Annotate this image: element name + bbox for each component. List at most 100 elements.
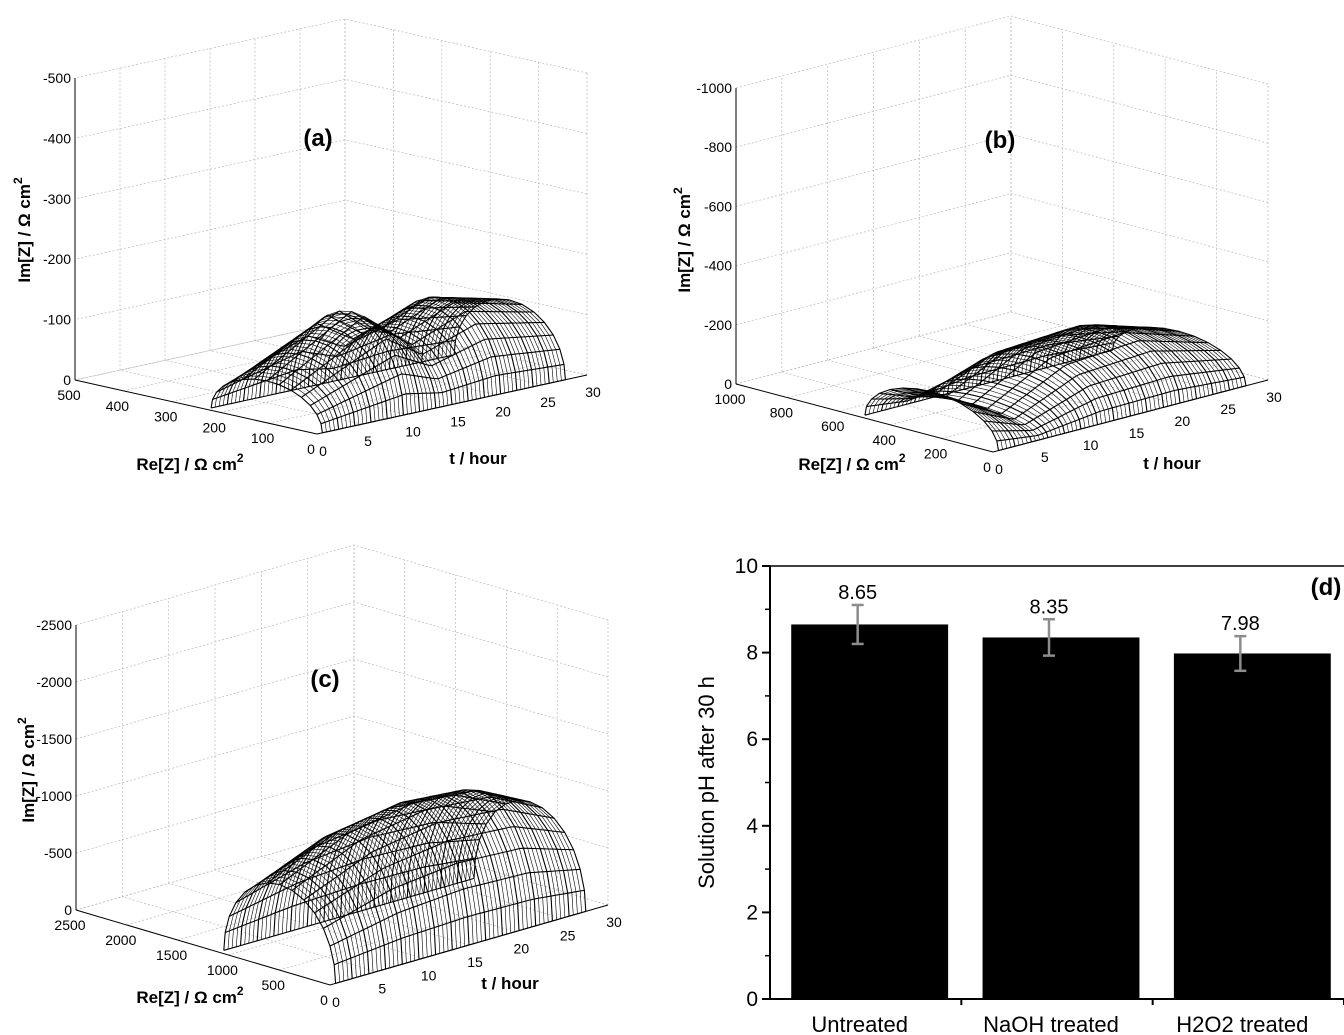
- surface-ridge-line: [254, 296, 498, 380]
- re-axis-label: Re[Z] / Ω cm2: [798, 451, 906, 474]
- surface-ridge-line: [996, 376, 1245, 442]
- surface-ridge-line: [322, 379, 566, 434]
- surface-ridge-line: [279, 789, 531, 885]
- surface-ridge-line: [278, 302, 523, 386]
- t-tick-label: 20: [1175, 413, 1191, 429]
- grid-lines: [75, 544, 609, 986]
- t-axis-label: t / hour: [1143, 454, 1201, 473]
- grid-line: [735, 134, 1269, 207]
- surface-ridge-line: [879, 330, 1127, 398]
- surface-mesh: [864, 324, 1247, 452]
- surface-ridge-line: [216, 326, 460, 393]
- re-axis-label-sup: 2: [237, 984, 244, 998]
- t-tick-label: 0: [995, 461, 1003, 477]
- category-label: Untreated: [811, 1012, 908, 1035]
- grid-line: [75, 658, 609, 740]
- re-tick-label: 2000: [105, 932, 136, 948]
- t-tick-label: 15: [1129, 425, 1145, 441]
- t-tick-label: 15: [450, 414, 466, 430]
- surface-mesh: [223, 789, 587, 984]
- grid-line: [735, 15, 1269, 89]
- im-tick-label: -1000: [696, 80, 732, 96]
- t-tick-label: 0: [319, 443, 327, 459]
- re-tick-label: 600: [821, 418, 845, 434]
- surface-ridge-line: [323, 847, 574, 929]
- grid-line: [261, 856, 516, 933]
- surface-ridge-line: [225, 857, 476, 934]
- surface-ridge-line: [333, 889, 585, 966]
- t-tick-label: 25: [560, 927, 576, 943]
- t-tick-label: 5: [378, 981, 386, 997]
- t-tick-label: 30: [1266, 389, 1282, 405]
- im-tick-label: -200: [43, 251, 71, 267]
- im-tick-label: -1500: [36, 731, 72, 747]
- grid-line: [75, 715, 609, 797]
- im-tick-label: -400: [704, 258, 732, 274]
- re-tick-label: 200: [203, 419, 227, 435]
- im-tick-label: -300: [43, 191, 71, 207]
- grid-line: [209, 350, 453, 405]
- im-tick-label: -500: [44, 845, 72, 861]
- im-tick-label: -800: [704, 139, 732, 155]
- im-axis-label-sup: 2: [15, 717, 29, 724]
- grid-line: [781, 371, 1039, 441]
- bar: [982, 637, 1140, 999]
- re-axis-label: Re[Z] / Ω cm2: [136, 451, 244, 474]
- re-tick-label: 300: [154, 409, 178, 425]
- surface-ridge-line: [864, 349, 1113, 416]
- impedance-arc: [461, 797, 574, 916]
- re-tick-label: 200: [924, 445, 948, 461]
- surface-mesh: [210, 296, 566, 434]
- bar-value-label: 7.98: [1221, 613, 1260, 635]
- re-tick-label: 0: [983, 459, 991, 475]
- grid-line: [74, 79, 588, 139]
- grid-line: [75, 772, 609, 854]
- surface-ridge-line: [998, 385, 1247, 452]
- bar: [791, 624, 949, 999]
- re-axis-label-sup: 2: [899, 451, 906, 465]
- surface-ridge-line: [335, 910, 586, 984]
- grid-line: [919, 335, 1177, 405]
- grid-line: [307, 842, 562, 919]
- re-tick-label: 2500: [54, 917, 85, 933]
- impedance-arc: [231, 876, 345, 982]
- grid-line: [74, 320, 588, 381]
- surface-ridge-line: [223, 877, 475, 951]
- t-tick-label: 30: [585, 384, 601, 400]
- im-tick-label: 0: [64, 902, 72, 918]
- re-tick-label: 400: [106, 398, 130, 414]
- re-tick-label: 500: [262, 977, 286, 993]
- grid-line: [735, 252, 1269, 326]
- bar: [1173, 653, 1331, 999]
- surface-ridge-line: [229, 839, 480, 917]
- surface-ridge-line: [255, 794, 506, 886]
- im-tick-label: 0: [724, 376, 732, 392]
- re-tick-label: 800: [770, 405, 794, 421]
- re-tick-label: 500: [57, 387, 81, 403]
- panel-label: (a): [303, 125, 332, 152]
- panel-label: (b): [985, 127, 1016, 154]
- impedance-arc: [444, 793, 557, 920]
- surface-ridge-line: [301, 321, 545, 398]
- surface-ridge-line: [931, 326, 1180, 405]
- re-axis-label-sup: 2: [237, 451, 244, 465]
- impedance-arc: [331, 813, 445, 953]
- grid-line: [164, 359, 408, 415]
- im-axis-label: Im[Z] / Ω cm2: [15, 717, 38, 823]
- surface-ridge-line: [889, 327, 1138, 398]
- grid-line: [827, 359, 1085, 429]
- y-tick-label: 8: [746, 642, 758, 665]
- grid-line: [74, 18, 588, 79]
- bar-value-label: 8.35: [1030, 596, 1069, 618]
- im-tick-label: -400: [43, 130, 71, 146]
- im-axis-label: Im[Z] / Ω cm2: [671, 187, 694, 293]
- re-tick-label: 1000: [714, 391, 745, 407]
- im-tick-label: -500: [43, 70, 71, 86]
- t-tick-label: 10: [421, 967, 437, 983]
- grid-line: [735, 311, 1269, 385]
